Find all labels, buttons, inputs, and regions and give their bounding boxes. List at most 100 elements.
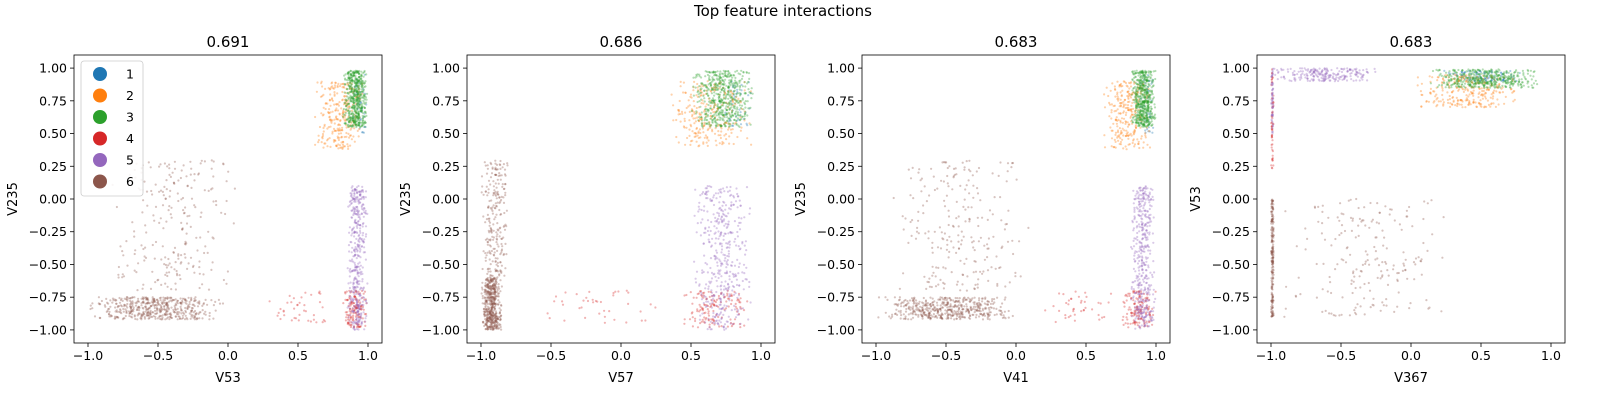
- point-series-5: [730, 204, 732, 206]
- point-series-6: [200, 216, 202, 218]
- point-series-3: [351, 97, 353, 99]
- point-series-2: [699, 132, 701, 134]
- point-series-3: [343, 113, 345, 115]
- point-series-5: [354, 242, 356, 244]
- point-series-5: [721, 248, 723, 250]
- point-series-5: [717, 192, 719, 194]
- point-series-6: [493, 189, 495, 191]
- point-series-5: [359, 194, 361, 196]
- point-series-5: [717, 238, 719, 240]
- point-series-6: [490, 199, 492, 201]
- point-series-5: [359, 230, 361, 232]
- point-series-6: [117, 274, 119, 276]
- point-series-3: [738, 102, 740, 104]
- point-series-3: [728, 102, 730, 104]
- y-tick-label: −0.50: [29, 257, 67, 272]
- point-series-3: [724, 73, 726, 75]
- point-series-2: [341, 129, 343, 131]
- point-series-4: [283, 310, 285, 312]
- point-series-6: [492, 318, 494, 320]
- point-series-5: [696, 271, 698, 273]
- point-series-3: [349, 85, 351, 87]
- point-series-2: [719, 134, 721, 136]
- point-series-3: [719, 86, 721, 88]
- point-series-5: [734, 238, 736, 240]
- point-series-3: [712, 97, 714, 99]
- point-series-2: [695, 120, 697, 122]
- point-series-3: [342, 116, 344, 118]
- point-series-4: [691, 303, 693, 305]
- point-series-4: [697, 326, 699, 328]
- point-series-4: [362, 317, 364, 319]
- point-series-2: [1114, 110, 1116, 112]
- point-series-2: [333, 104, 335, 106]
- point-series-6: [485, 257, 487, 259]
- point-series-5: [720, 232, 722, 234]
- point-series-5: [713, 225, 715, 227]
- point-series-2: [1125, 82, 1127, 84]
- point-series-6: [184, 206, 186, 208]
- point-series-4: [729, 318, 731, 320]
- point-series-5: [735, 244, 737, 246]
- point-series-5: [359, 303, 361, 305]
- point-series-6: [487, 241, 489, 243]
- point-series-5: [742, 280, 744, 282]
- point-series-5: [726, 215, 728, 217]
- point-series-6: [184, 307, 186, 309]
- point-series-2: [744, 89, 746, 91]
- point-series-2: [688, 99, 690, 101]
- point-series-6: [184, 241, 186, 243]
- point-series-4: [299, 302, 301, 304]
- point-series-5: [347, 282, 349, 284]
- point-series-6: [166, 266, 168, 268]
- point-series-3: [726, 120, 728, 122]
- point-series-3: [744, 81, 746, 83]
- point-series-3: [357, 117, 359, 119]
- point-series-3: [717, 85, 719, 87]
- point-series-3: [704, 75, 706, 77]
- point-series-2: [675, 119, 677, 121]
- point-series-2: [694, 136, 696, 138]
- point-series-4: [685, 294, 687, 296]
- point-series-5: [347, 206, 349, 208]
- y-axis-label: V235: [6, 182, 21, 216]
- point-series-5: [725, 287, 727, 289]
- point-series-3: [364, 70, 366, 72]
- point-series-3: [708, 101, 710, 103]
- point-series-2: [730, 132, 732, 134]
- point-series-6: [163, 186, 165, 188]
- point-series-4: [713, 304, 715, 306]
- point-series-3: [736, 106, 738, 108]
- point-series-2: [697, 135, 699, 137]
- point-series-5: [352, 311, 354, 313]
- point-series-6: [134, 249, 136, 251]
- point-series-3: [349, 96, 351, 98]
- point-series-6: [180, 177, 182, 179]
- point-series-1: [363, 132, 365, 134]
- point-series-3: [353, 125, 355, 127]
- point-series-6: [175, 303, 177, 305]
- point-series-4: [561, 300, 563, 302]
- point-series-6: [141, 211, 143, 213]
- point-series-6: [502, 183, 504, 185]
- point-series-2: [690, 124, 692, 126]
- point-series-2: [333, 119, 335, 121]
- point-series-3: [726, 114, 728, 116]
- point-series-6: [489, 299, 491, 301]
- point-series-5: [359, 227, 361, 229]
- point-series-5: [714, 242, 716, 244]
- point-series-3: [1152, 80, 1154, 82]
- point-series-5: [363, 328, 365, 330]
- point-series-6: [204, 245, 206, 247]
- point-series-3: [719, 76, 721, 78]
- point-series-5: [365, 235, 367, 237]
- point-series-6: [492, 328, 494, 330]
- point-series-4: [364, 313, 366, 315]
- point-series-4: [707, 308, 709, 310]
- point-series-6: [101, 300, 103, 302]
- point-series-5: [356, 314, 358, 316]
- point-series-3: [712, 115, 714, 117]
- point-series-5: [729, 244, 731, 246]
- y-tick-label: −0.75: [29, 290, 67, 305]
- point-series-6: [112, 299, 114, 301]
